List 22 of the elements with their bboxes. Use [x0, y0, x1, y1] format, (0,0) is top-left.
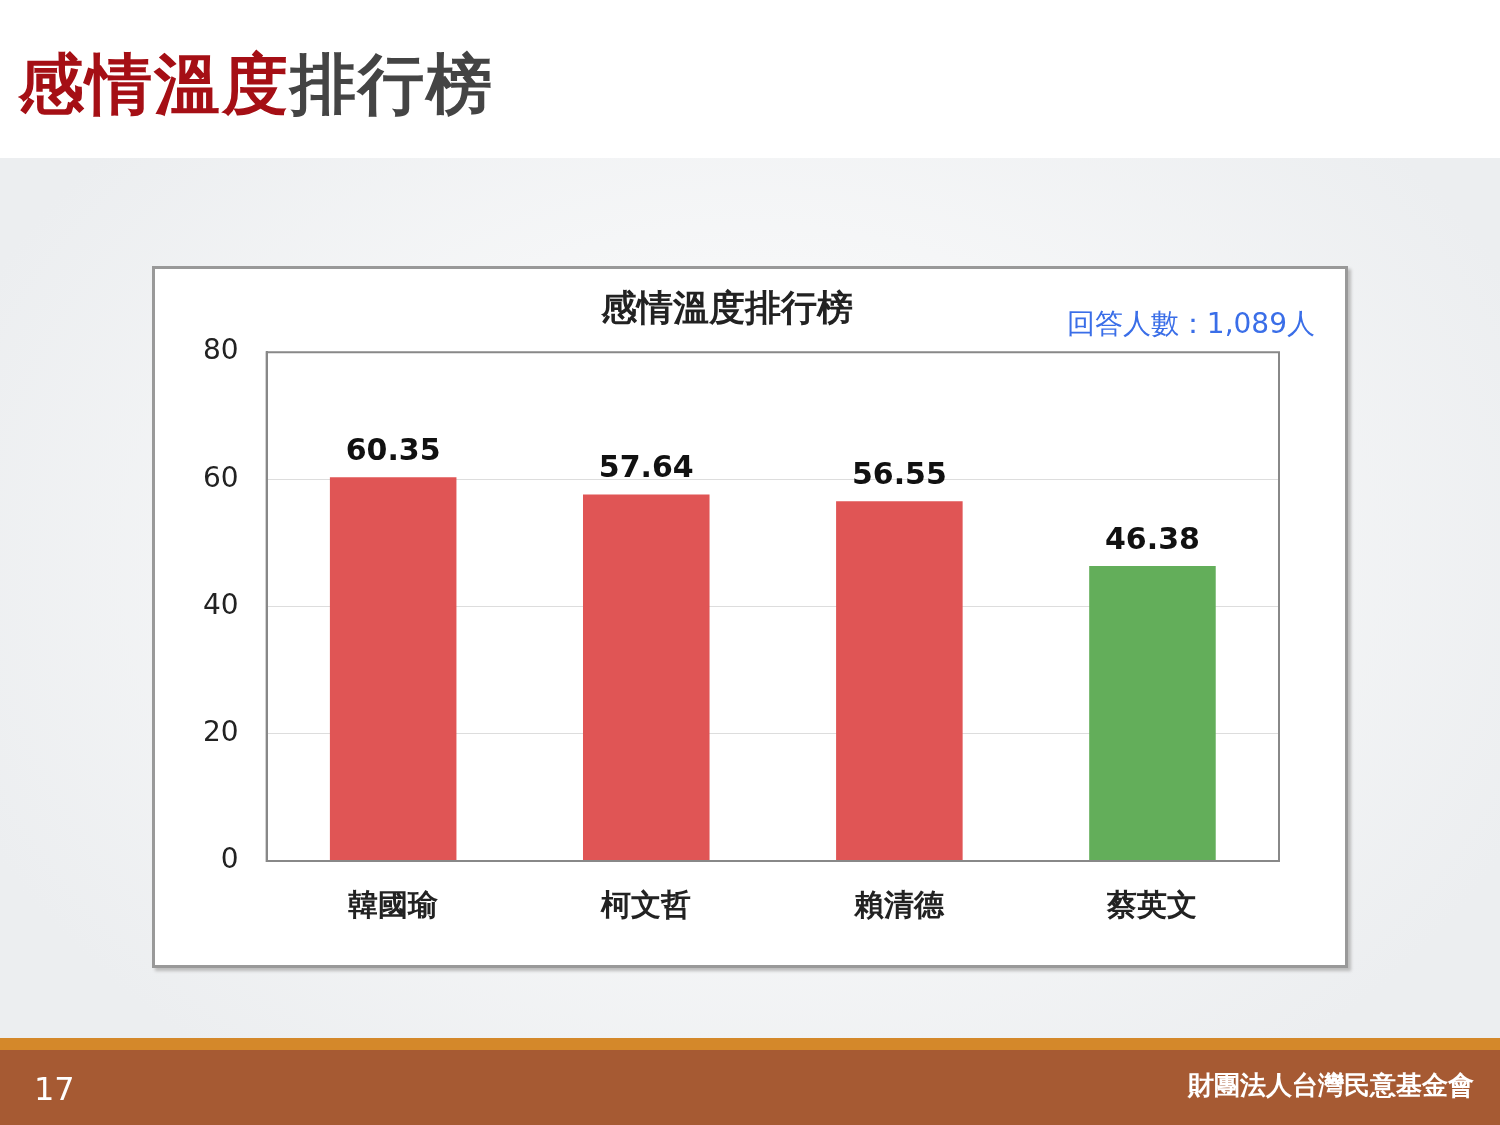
- x-tick-label: 賴清德: [853, 886, 946, 922]
- text: 回答人數：1,089人: [1066, 306, 1315, 342]
- chart-title: 感情溫度排行榜: [600, 286, 853, 328]
- bar: [329, 477, 457, 861]
- bar: [583, 494, 710, 861]
- x-tick-label: 韓國瑜: [348, 886, 439, 922]
- y-tick-label: 20: [202, 715, 239, 749]
- data-label: 57.64: [598, 449, 694, 485]
- x-tick-label: 蔡英文: [1106, 886, 1198, 922]
- x-tick-label: 柯文哲: [600, 886, 692, 922]
- y-tick-label: 80: [202, 333, 239, 367]
- bar: [1089, 566, 1216, 861]
- data-label: 56.55: [851, 456, 947, 492]
- text: 財團法人台灣民意基金會: [1188, 1069, 1474, 1102]
- data-label: 46.38: [1105, 520, 1200, 556]
- y-tick-label: 60: [202, 460, 239, 494]
- text: 17: [34, 1070, 75, 1108]
- data-label: 60.35: [345, 431, 441, 467]
- text: 感情溫度排行榜: [18, 46, 494, 123]
- y-tick-label: 0: [220, 842, 239, 876]
- bar: [836, 501, 963, 861]
- y-tick-label: 40: [202, 587, 239, 621]
